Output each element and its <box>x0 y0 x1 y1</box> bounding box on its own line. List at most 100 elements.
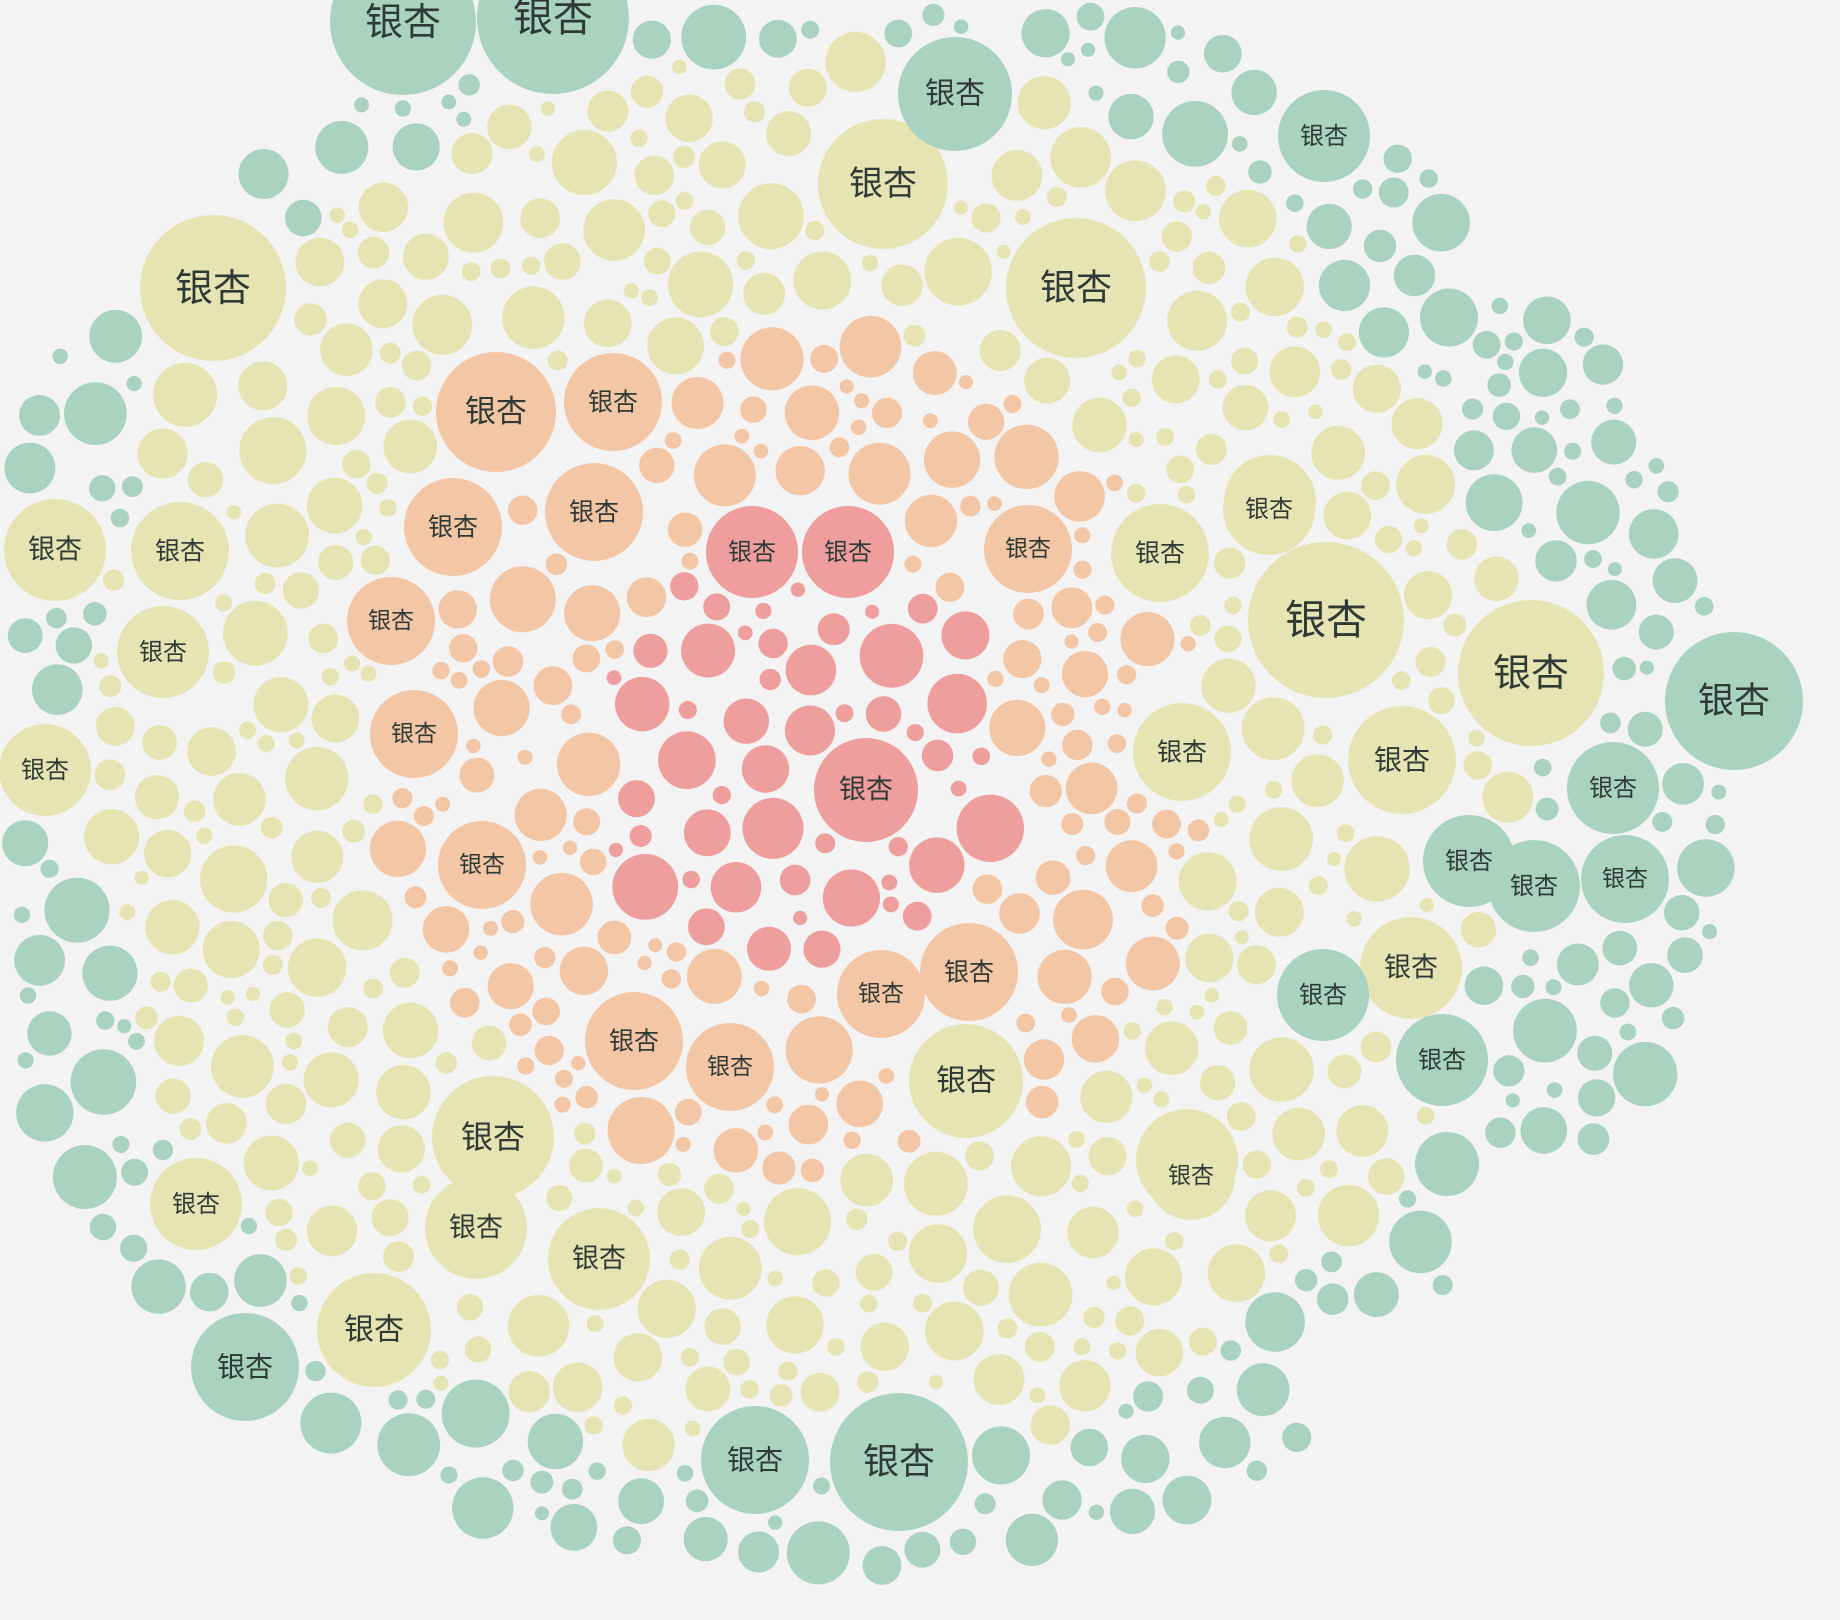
filler-bubble-outer <box>1639 660 1654 675</box>
filler-bubble-middle <box>1008 1262 1073 1327</box>
filler-bubble-outer <box>681 4 747 70</box>
filler-bubble-inner <box>573 808 601 836</box>
filler-bubble-inner-circle <box>1126 793 1147 814</box>
bubble-middle: 银杏 <box>4 499 106 601</box>
filler-bubble-middle-circle <box>1317 1184 1380 1247</box>
filler-bubble-inner <box>450 987 480 1018</box>
bubble-outer-label: 银杏 <box>1602 866 1648 892</box>
filler-bubble-core-circle <box>658 731 716 790</box>
filler-bubble-middle-circle <box>1128 350 1146 368</box>
filler-bubble-outer-circle <box>1060 52 1075 67</box>
filler-bubble-middle-circle <box>179 1118 202 1140</box>
filler-bubble-outer-circle <box>1627 711 1663 747</box>
filler-bubble-middle <box>134 775 180 820</box>
filler-bubble-outer <box>1162 1475 1212 1525</box>
filler-bubble-outer-circle <box>1318 259 1371 312</box>
filler-bubble-middle <box>95 706 135 746</box>
filler-bubble-outer-circle <box>1363 229 1397 263</box>
filler-bubble-core <box>615 676 670 732</box>
filler-bubble-inner-circle <box>1120 612 1175 667</box>
filler-bubble-outer <box>1491 297 1509 315</box>
filler-bubble-middle <box>630 75 664 108</box>
filler-bubble-middle <box>903 324 926 347</box>
filler-bubble-outer-circle <box>1316 1283 1349 1315</box>
filler-bubble-middle-circle <box>736 251 756 270</box>
filler-bubble-outer-circle <box>1677 839 1735 897</box>
filler-bubble-middle-circle <box>1067 1206 1119 1259</box>
filler-bubble-outer-circle <box>89 309 143 363</box>
filler-bubble-outer <box>27 1011 72 1056</box>
filler-bubble-outer <box>1231 69 1277 116</box>
filler-bubble-middle <box>135 1006 158 1030</box>
filler-bubble-outer-circle <box>1639 660 1654 675</box>
filler-bubble-middle-circle <box>1416 1107 1435 1125</box>
filler-bubble-middle-circle <box>689 209 726 246</box>
filler-bubble-middle-circle <box>767 1270 783 1287</box>
filler-bubble-inner <box>1003 640 1042 679</box>
filler-bubble-middle <box>1126 1200 1144 1218</box>
filler-bubble-middle-circle <box>1289 235 1307 253</box>
filler-bubble-middle-circle <box>723 1348 750 1376</box>
filler-bubble-inner <box>1013 598 1044 630</box>
filler-bubble-middle-circle <box>269 992 306 1028</box>
filler-bubble-middle <box>888 1231 908 1251</box>
filler-bubble-middle <box>344 655 361 672</box>
filler-bubble-middle-circle <box>1167 290 1228 351</box>
filler-bubble-outer-circle <box>530 1470 554 1494</box>
filler-bubble-inner-circle <box>666 942 687 962</box>
filler-bubble-middle-circle <box>1109 1342 1127 1360</box>
filler-bubble-outer <box>1663 894 1700 931</box>
filler-bubble-inner-circle <box>545 553 568 576</box>
filler-bubble-middle-circle <box>908 1224 968 1283</box>
filler-bubble-middle-circle <box>294 303 327 336</box>
filler-bubble-middle <box>145 900 200 955</box>
filler-bubble-outer-circle <box>1352 179 1373 199</box>
filler-bubble-outer-circle <box>1412 193 1470 252</box>
filler-bubble-middle-circle <box>306 1205 358 1257</box>
bubble-outer-circle <box>1581 835 1669 923</box>
bubble-inner-label: 银杏 <box>1005 536 1051 562</box>
bubble-inner: 银杏 <box>370 690 458 778</box>
filler-bubble-inner-circle <box>1076 845 1096 866</box>
filler-bubble-core <box>822 869 881 927</box>
filler-bubble-inner <box>561 704 581 725</box>
filler-bubble-middle-circle <box>965 1141 995 1171</box>
filler-bubble-outer <box>1705 814 1725 835</box>
filler-bubble-middle-circle <box>673 145 695 168</box>
bubble-middle: 银杏 <box>117 606 209 698</box>
filler-bubble-inner-circle <box>559 946 609 996</box>
filler-bubble-middle <box>1289 235 1307 253</box>
filler-bubble-middle <box>698 141 746 189</box>
filler-bubble-middle <box>908 1224 968 1283</box>
bubble-middle-label: 银杏 <box>1384 953 1438 984</box>
filler-bubble-core <box>670 572 699 601</box>
filler-bubble-inner <box>972 874 1003 904</box>
filler-bubble-middle-circle <box>412 396 433 416</box>
filler-bubble-middle <box>583 299 632 348</box>
filler-bubble-middle-circle <box>1234 930 1249 945</box>
filler-bubble-middle-circle <box>1443 613 1467 637</box>
filler-bubble-middle <box>583 199 645 261</box>
filler-bubble-middle-circle <box>366 472 388 494</box>
filler-bubble-middle <box>212 661 236 684</box>
filler-bubble-inner-circle <box>1023 1039 1065 1080</box>
filler-bubble-outer <box>1607 562 1622 577</box>
filler-bubble-outer <box>1497 353 1514 371</box>
filler-bubble-core-circle <box>633 633 668 668</box>
filler-bubble-outer <box>561 1478 583 1500</box>
filler-bubble-middle <box>606 1168 622 1184</box>
filler-bubble-middle-circle <box>238 721 257 740</box>
filler-bubble-middle <box>614 1396 633 1415</box>
filler-bubble-core-circle <box>785 644 837 696</box>
filler-bubble-inner <box>687 949 742 1004</box>
filler-bubble-middle <box>342 819 366 843</box>
bubble-middle-label: 银杏 <box>1374 744 1430 777</box>
filler-bubble-outer-circle <box>1545 979 1562 996</box>
filler-bubble-inner-circle <box>501 910 525 934</box>
filler-bubble-core <box>785 644 837 696</box>
filler-bubble-core-circle <box>758 628 788 659</box>
filler-bubble-inner-circle <box>968 403 1005 440</box>
filler-bubble-outer <box>1186 1376 1214 1404</box>
bubble-outer: 银杏 <box>1277 949 1369 1041</box>
filler-bubble-outer-circle <box>377 1413 441 1477</box>
